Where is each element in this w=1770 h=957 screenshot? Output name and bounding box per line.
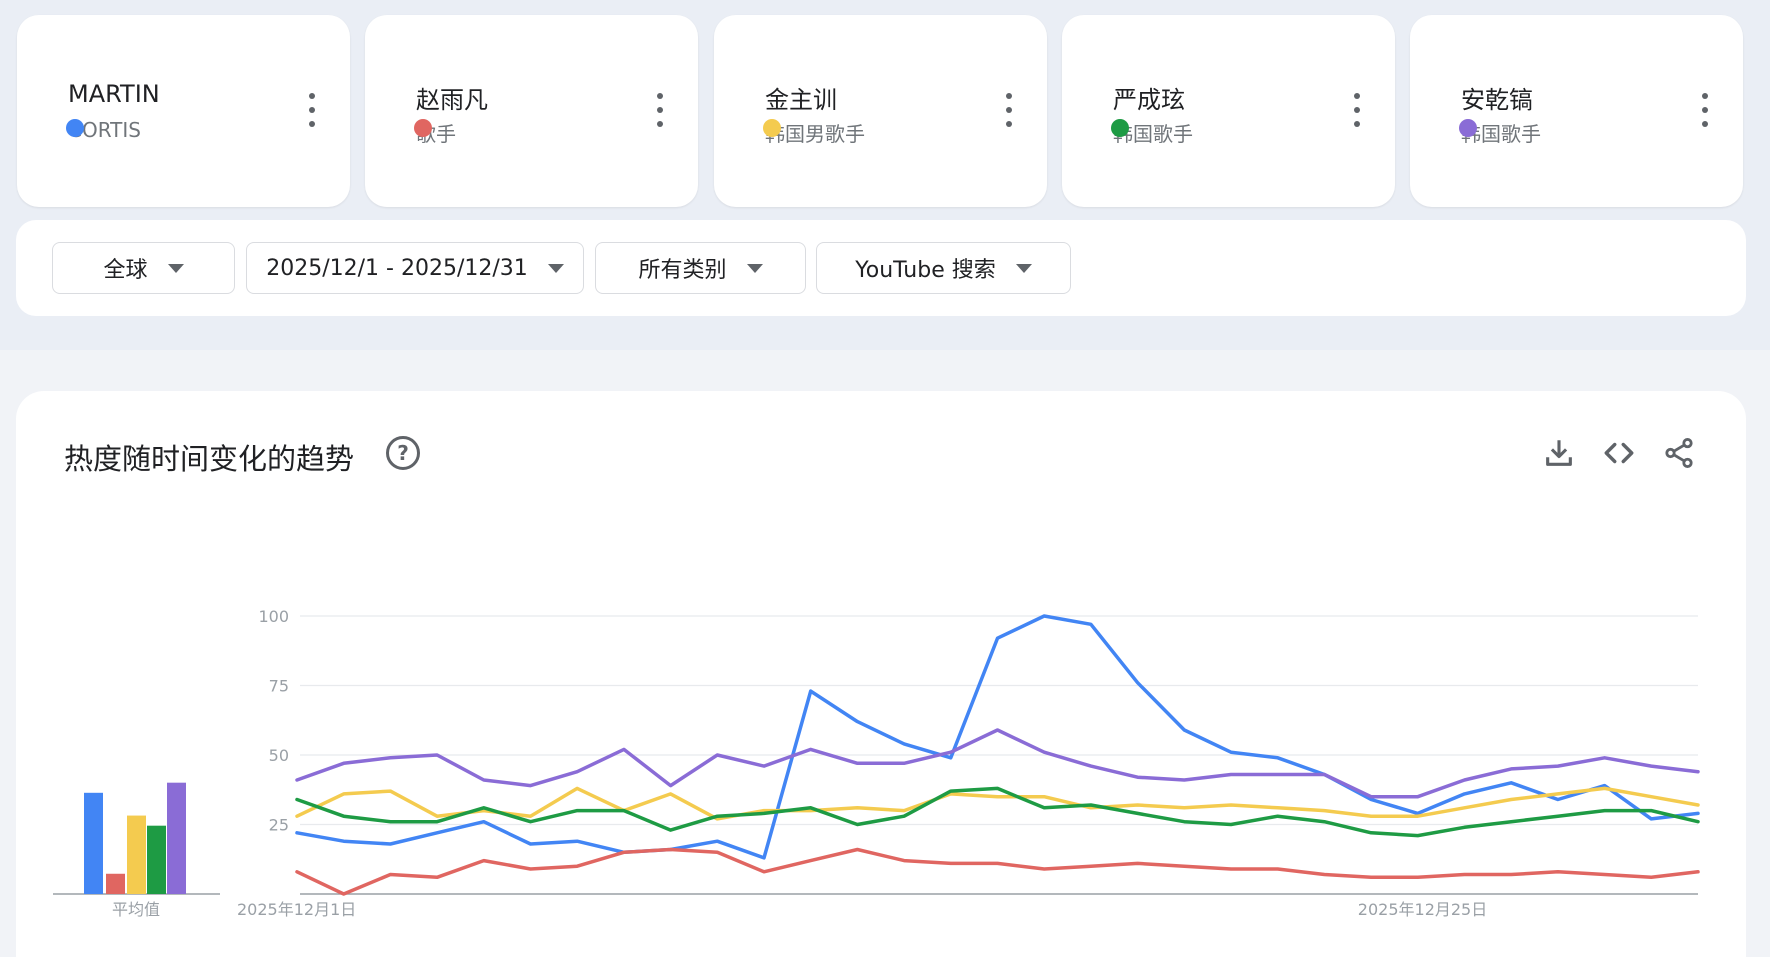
search-type-filter-label: YouTube 搜索 bbox=[855, 258, 996, 283]
series-line bbox=[295, 786, 1700, 838]
series-line bbox=[295, 614, 1700, 860]
help-icon[interactable]: ? bbox=[386, 436, 420, 470]
series-line bbox=[295, 786, 1700, 821]
region-filter[interactable]: 全球 bbox=[52, 242, 235, 294]
term-name: 安乾镐 bbox=[1461, 86, 1533, 114]
more-vert-icon[interactable] bbox=[999, 93, 1019, 127]
dropdown-caret-icon bbox=[1015, 263, 1032, 273]
dropdown-caret-icon bbox=[746, 263, 763, 273]
avg-bar bbox=[167, 782, 186, 894]
series-color-dot-icon bbox=[66, 119, 84, 137]
avg-bar bbox=[147, 825, 166, 894]
filter-bar: 全球 2025/12/1 - 2025/12/31 所有类别 YouTube 搜… bbox=[16, 220, 1746, 316]
term-name: 金主训 bbox=[765, 86, 837, 114]
y-tick-label: 75 bbox=[269, 677, 289, 696]
download-icon[interactable] bbox=[1542, 436, 1576, 470]
term-name: 严成玹 bbox=[1113, 86, 1185, 114]
y-tick-label: 100 bbox=[258, 607, 289, 626]
x-tick-label: 2025年12月1日 bbox=[237, 900, 356, 919]
avg-bar bbox=[84, 792, 103, 894]
series-color-dot-icon bbox=[414, 119, 432, 137]
y-tick-label: 50 bbox=[269, 746, 289, 765]
chart-title: 热度随时间变化的趋势 bbox=[64, 442, 355, 476]
share-icon[interactable] bbox=[1662, 436, 1696, 470]
date-range-filter-label: 2025/12/1 - 2025/12/31 bbox=[266, 255, 528, 281]
series-color-dot-icon bbox=[1111, 119, 1129, 137]
term-name: 赵雨凡 bbox=[416, 86, 488, 114]
term-card[interactable]: 安乾镐 韩国歌手 bbox=[1410, 15, 1743, 207]
term-card[interactable]: 赵雨凡 歌手 bbox=[365, 15, 698, 207]
term-subtitle: 韩国男歌手 bbox=[765, 122, 865, 146]
term-card[interactable]: 严成玹 韩国歌手 bbox=[1062, 15, 1395, 207]
term-name: MARTIN bbox=[68, 80, 160, 108]
average-bar-chart: 平均值 bbox=[53, 782, 220, 919]
dropdown-caret-icon bbox=[547, 263, 564, 273]
more-vert-icon[interactable] bbox=[1347, 93, 1367, 127]
embed-icon[interactable] bbox=[1602, 436, 1636, 470]
series-color-dot-icon bbox=[763, 119, 781, 137]
series-line bbox=[295, 728, 1700, 799]
avg-label: 平均值 bbox=[112, 900, 160, 919]
series-color-dot-icon bbox=[1459, 119, 1477, 137]
avg-bar bbox=[127, 815, 146, 894]
avg-bar bbox=[106, 873, 125, 894]
region-filter-label: 全球 bbox=[103, 258, 148, 283]
series-line bbox=[295, 847, 1700, 896]
trend-line-chart: 25 50 75 100 2025年12月1日 2025年12月25日 bbox=[237, 607, 1700, 919]
more-vert-icon[interactable] bbox=[302, 93, 322, 127]
interest-over-time-card: 热度随时间变化的趋势 ? 平均值 25 50 75 100 2025年12月1日 2025… bbox=[16, 391, 1746, 957]
more-vert-icon[interactable] bbox=[1695, 93, 1715, 127]
more-vert-icon[interactable] bbox=[650, 93, 670, 127]
search-type-filter[interactable]: YouTube 搜索 bbox=[816, 242, 1071, 294]
dropdown-caret-icon bbox=[167, 263, 184, 273]
x-tick-label: 2025年12月25日 bbox=[1358, 900, 1487, 919]
term-card[interactable]: MARTIN CORTIS bbox=[17, 15, 350, 207]
y-tick-label: 25 bbox=[269, 816, 289, 835]
term-card[interactable]: 金主训 韩国男歌手 bbox=[714, 15, 1047, 207]
category-filter-label: 所有类别 bbox=[638, 258, 727, 283]
category-filter[interactable]: 所有类别 bbox=[595, 242, 806, 294]
date-range-filter[interactable]: 2025/12/1 - 2025/12/31 bbox=[246, 242, 584, 294]
